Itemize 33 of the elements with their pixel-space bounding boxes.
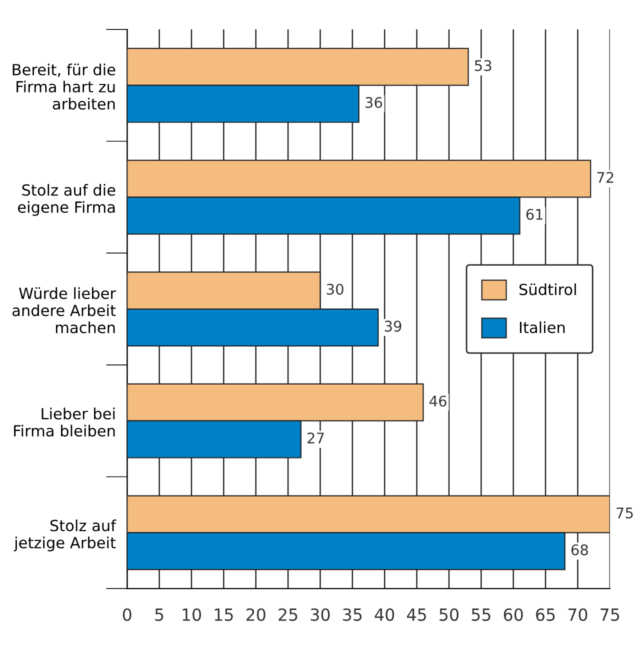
data-label: 68 [571,544,588,556]
data-label: 46 [429,396,446,407]
legend-label: Italien [520,321,565,334]
x-tick-label: 20 [246,608,266,621]
data-label: 72 [597,172,614,183]
x-tick-label: 70 [568,608,588,621]
data-label: 53 [474,60,492,72]
x-tick-label: 0 [122,608,132,621]
x-tick-label: 65 [536,608,555,621]
x-tick-label: 15 [214,608,233,621]
data-label: 27 [308,432,324,444]
data-label: 30 [326,284,344,295]
x-tick-label: 75 [600,608,620,621]
x-tick-label: 5 [155,608,164,621]
data-label: 61 [526,208,543,220]
x-tick-label: 25 [278,608,298,621]
data-label: 36 [366,97,382,108]
x-tick-label: 45 [406,608,426,621]
y-tick-label: Lieber bei Firma bleiben [14,408,115,437]
y-tick-label: Stolz auf die eigene Firma [18,184,116,216]
y-tick-label: Würde lieber andere Arbeit machen [12,287,116,334]
x-tick-label: 40 [374,608,394,621]
x-tick-label: 60 [504,608,523,621]
data-label: 75 [616,508,633,518]
x-tick-label: 35 [343,608,362,621]
x-tick-label: 50 [440,608,458,621]
y-tick-label: Bereit, für die Firma hart zu arbeiten [12,64,116,110]
x-tick-label: 10 [182,608,201,621]
x-tick-label: 30 [310,608,330,621]
data-label: 39 [384,320,402,332]
x-tick-label: 55 [472,608,490,621]
legend-label: Südtirol [519,283,576,296]
y-tick-label: Stolz auf jetzige Arbeit [14,519,116,552]
